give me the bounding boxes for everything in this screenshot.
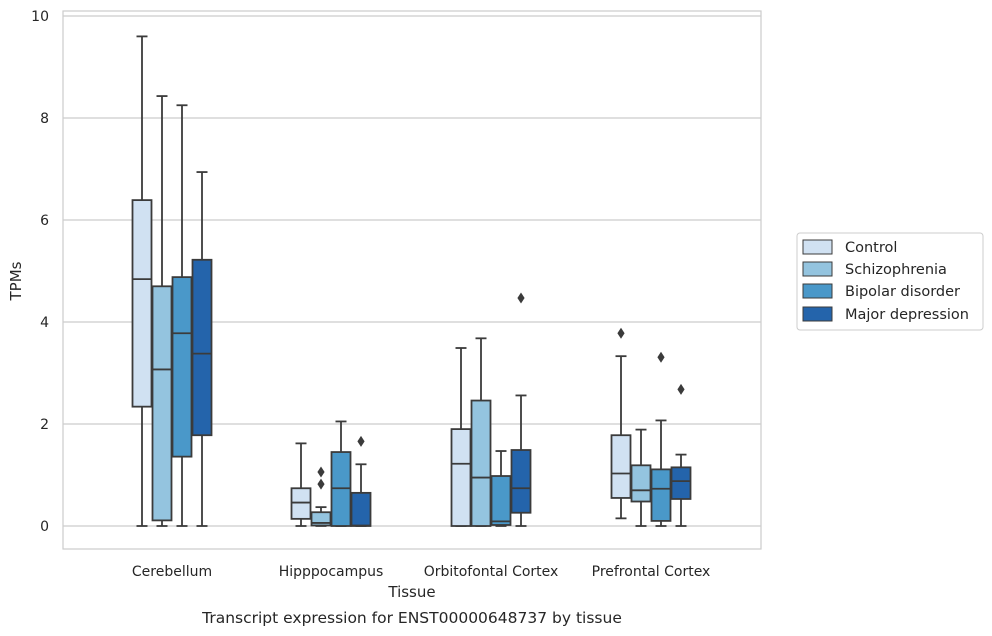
- x-tick-label: Cerebellum: [132, 564, 212, 580]
- x-tick-label: Hipppocampus: [279, 564, 384, 580]
- box-mark: [450, 347, 472, 527]
- box-mark: [191, 171, 213, 527]
- outlier-point: [617, 327, 625, 339]
- box-mark: [670, 383, 692, 527]
- box-iqr: [670, 466, 692, 500]
- box-mark: [470, 337, 492, 527]
- box-iqr: [490, 475, 512, 526]
- legend-swatch: [802, 283, 833, 299]
- y-tick-label: 2: [40, 417, 49, 433]
- box-iqr: [131, 199, 153, 408]
- x-tick-label: Prefrontal Cortex: [592, 564, 711, 580]
- box-mark: [131, 35, 153, 527]
- box-iqr: [470, 399, 492, 527]
- outlier-point: [657, 351, 665, 363]
- box-mark: [330, 420, 352, 527]
- box-iqr: [191, 258, 213, 437]
- legend-label: Bipolar disorder: [845, 284, 960, 300]
- x-axis-label: Tissue: [387, 583, 435, 601]
- series-major-depression: [191, 171, 692, 527]
- outlier-point: [317, 466, 325, 478]
- series-schizophrenia: [151, 95, 652, 527]
- x-axis-ticks: Cerebellum Hipppocampus Orbitofontal Corte…: [132, 564, 710, 580]
- y-axis-ticks: 0 2 4 6 8 10: [31, 9, 49, 535]
- box-iqr: [450, 428, 472, 527]
- box-mark: [290, 442, 312, 527]
- box-mark: [350, 435, 372, 527]
- legend-label: Major depression: [845, 307, 969, 323]
- box-mark: [510, 292, 532, 527]
- box-series: [131, 35, 692, 527]
- legend-swatch: [802, 239, 833, 255]
- box-iqr: [610, 434, 632, 499]
- box-mark: [630, 428, 652, 527]
- x-tick-label: Orbitofontal Cortex: [424, 564, 559, 580]
- box-iqr: [510, 449, 532, 514]
- box-iqr: [350, 491, 372, 527]
- box-mark: [490, 450, 512, 527]
- outlier-point: [517, 292, 525, 304]
- box-mark: [310, 466, 332, 527]
- y-tick-label: 4: [40, 315, 49, 331]
- box-iqr: [290, 487, 312, 520]
- outlier-point: [677, 383, 685, 395]
- y-axis-label: TPMs: [7, 261, 25, 301]
- y-tick-label: 0: [40, 519, 49, 535]
- legend-swatch: [802, 261, 833, 277]
- series-control: [131, 35, 632, 527]
- legend-frame: [796, 232, 984, 331]
- legend-label: Control: [845, 240, 897, 256]
- legend-label: Schizophrenia: [845, 262, 947, 278]
- box-iqr: [630, 464, 652, 503]
- legend: Control Schizophrenia Bipolar disorder Majo…: [796, 232, 984, 331]
- y-tick-label: 6: [40, 213, 49, 229]
- legend-swatch: [802, 306, 833, 322]
- outlier-point: [357, 435, 365, 447]
- box-iqr: [650, 468, 672, 522]
- y-tick-label: 8: [40, 111, 49, 127]
- y-tick-label: 10: [31, 9, 49, 25]
- series-bipolar-disorder: [171, 104, 672, 527]
- box-mark: [171, 104, 193, 527]
- box-mark: [610, 327, 632, 520]
- chart-caption: Transcript expression for ENST0000064873…: [201, 609, 622, 627]
- box-mark: [151, 95, 173, 527]
- outlier-point: [317, 478, 325, 490]
- plot-frame: [62, 10, 762, 550]
- box-iqr: [171, 276, 193, 458]
- box-mark: [650, 351, 672, 527]
- box-iqr: [151, 285, 173, 522]
